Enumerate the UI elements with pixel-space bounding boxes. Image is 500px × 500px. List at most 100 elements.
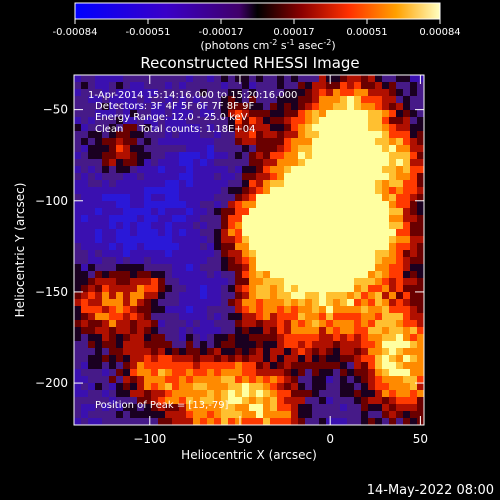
heatmap-cell bbox=[214, 341, 221, 348]
heatmap-cell bbox=[179, 348, 186, 355]
heatmap-cell bbox=[109, 278, 116, 285]
heatmap-cell bbox=[165, 285, 172, 292]
heatmap-cell bbox=[340, 390, 347, 397]
heatmap-cell bbox=[214, 166, 221, 173]
heatmap-cell bbox=[186, 229, 193, 236]
heatmap-cell bbox=[151, 173, 158, 180]
heatmap-cell bbox=[130, 264, 137, 271]
heatmap-cell bbox=[109, 82, 116, 89]
heatmap-cell bbox=[382, 145, 389, 152]
heatmap-cell bbox=[417, 173, 424, 180]
heatmap-cell bbox=[235, 180, 242, 187]
heatmap-cell bbox=[417, 334, 424, 341]
heatmap-cell bbox=[256, 264, 263, 271]
heatmap-cell bbox=[277, 236, 284, 243]
heatmap-cell bbox=[116, 75, 123, 82]
heatmap-cell bbox=[158, 110, 165, 117]
heatmap-cell bbox=[137, 299, 144, 306]
heatmap-cell bbox=[228, 159, 235, 166]
heatmap-cell bbox=[291, 250, 298, 257]
heatmap-cell bbox=[193, 173, 200, 180]
heatmap-cell bbox=[193, 159, 200, 166]
y-tick-label: −50 bbox=[43, 103, 68, 117]
heatmap-cell bbox=[361, 320, 368, 327]
heatmap-cell bbox=[375, 222, 382, 229]
heatmap-cell bbox=[389, 152, 396, 159]
heatmap-cell bbox=[179, 257, 186, 264]
heatmap-cell bbox=[249, 187, 256, 194]
heatmap-cell bbox=[284, 243, 291, 250]
heatmap-cell bbox=[144, 250, 151, 257]
heatmap-cell bbox=[242, 124, 249, 131]
heatmap-cell bbox=[200, 82, 207, 89]
heatmap-cell bbox=[340, 138, 347, 145]
heatmap-cell bbox=[263, 243, 270, 250]
heatmap-cell bbox=[417, 278, 424, 285]
heatmap-cell bbox=[410, 418, 417, 425]
heatmap-cell bbox=[333, 124, 340, 131]
heatmap-cell bbox=[74, 152, 81, 159]
heatmap-cell bbox=[186, 159, 193, 166]
heatmap-cell bbox=[221, 327, 228, 334]
heatmap-cell bbox=[326, 152, 333, 159]
heatmap-cell bbox=[221, 96, 228, 103]
heatmap-cell bbox=[375, 411, 382, 418]
heatmap-cell bbox=[389, 299, 396, 306]
heatmap-cell bbox=[186, 411, 193, 418]
heatmap-cell bbox=[389, 306, 396, 313]
heatmap-cell bbox=[221, 117, 228, 124]
heatmap-cell bbox=[403, 306, 410, 313]
heatmap-cell bbox=[74, 194, 81, 201]
heatmap-cell bbox=[74, 369, 81, 376]
heatmap-cell bbox=[186, 257, 193, 264]
heatmap-cell bbox=[291, 222, 298, 229]
heatmap-cell bbox=[81, 383, 88, 390]
heatmap-cell bbox=[305, 89, 312, 96]
heatmap-cell bbox=[382, 152, 389, 159]
heatmap-cell bbox=[186, 208, 193, 215]
heatmap-cell bbox=[249, 243, 256, 250]
heatmap-cell bbox=[116, 124, 123, 131]
heatmap-cell bbox=[242, 208, 249, 215]
heatmap-cell bbox=[123, 383, 130, 390]
heatmap-cell bbox=[165, 243, 172, 250]
plot-frame bbox=[73, 74, 425, 426]
heatmap-cell bbox=[193, 341, 200, 348]
heatmap-cell bbox=[242, 278, 249, 285]
heatmap-cell bbox=[221, 159, 228, 166]
heatmap-cell bbox=[389, 75, 396, 82]
heatmap-cell bbox=[144, 376, 151, 383]
heatmap-cell bbox=[333, 82, 340, 89]
heatmap-cell bbox=[95, 201, 102, 208]
heatmap-cell bbox=[123, 229, 130, 236]
heatmap-cell bbox=[130, 383, 137, 390]
heatmap-cell bbox=[389, 96, 396, 103]
heatmap-cell bbox=[74, 180, 81, 187]
heatmap-cell bbox=[165, 131, 172, 138]
heatmap-cell bbox=[228, 145, 235, 152]
heatmap-cell bbox=[305, 292, 312, 299]
heatmap-cell bbox=[193, 404, 200, 411]
heatmap-cell bbox=[277, 313, 284, 320]
heatmap-cell bbox=[158, 250, 165, 257]
heatmap-cell bbox=[347, 222, 354, 229]
heatmap-cell bbox=[410, 264, 417, 271]
heatmap-cell bbox=[158, 138, 165, 145]
heatmap-cell bbox=[221, 383, 228, 390]
heatmap-cell bbox=[256, 208, 263, 215]
heatmap-cell bbox=[186, 299, 193, 306]
heatmap-cell bbox=[312, 383, 319, 390]
heatmap-cell bbox=[417, 411, 424, 418]
heatmap-cell bbox=[305, 369, 312, 376]
heatmap-cell bbox=[396, 369, 403, 376]
heatmap-cell bbox=[144, 194, 151, 201]
heatmap-cell bbox=[270, 418, 277, 425]
heatmap-cell bbox=[249, 229, 256, 236]
heatmap-cell bbox=[207, 110, 214, 117]
heatmap-cell bbox=[109, 187, 116, 194]
heatmap-cell bbox=[242, 320, 249, 327]
heatmap-cell bbox=[347, 229, 354, 236]
heatmap-cell bbox=[158, 117, 165, 124]
heatmap-cell bbox=[214, 187, 221, 194]
heatmap-cell bbox=[389, 222, 396, 229]
